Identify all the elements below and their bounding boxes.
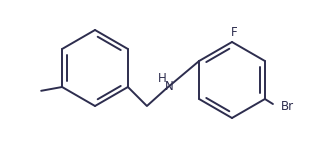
Text: F: F — [231, 26, 237, 39]
Text: H: H — [158, 72, 166, 85]
Text: Br: Br — [281, 101, 294, 114]
Text: N: N — [164, 80, 173, 93]
